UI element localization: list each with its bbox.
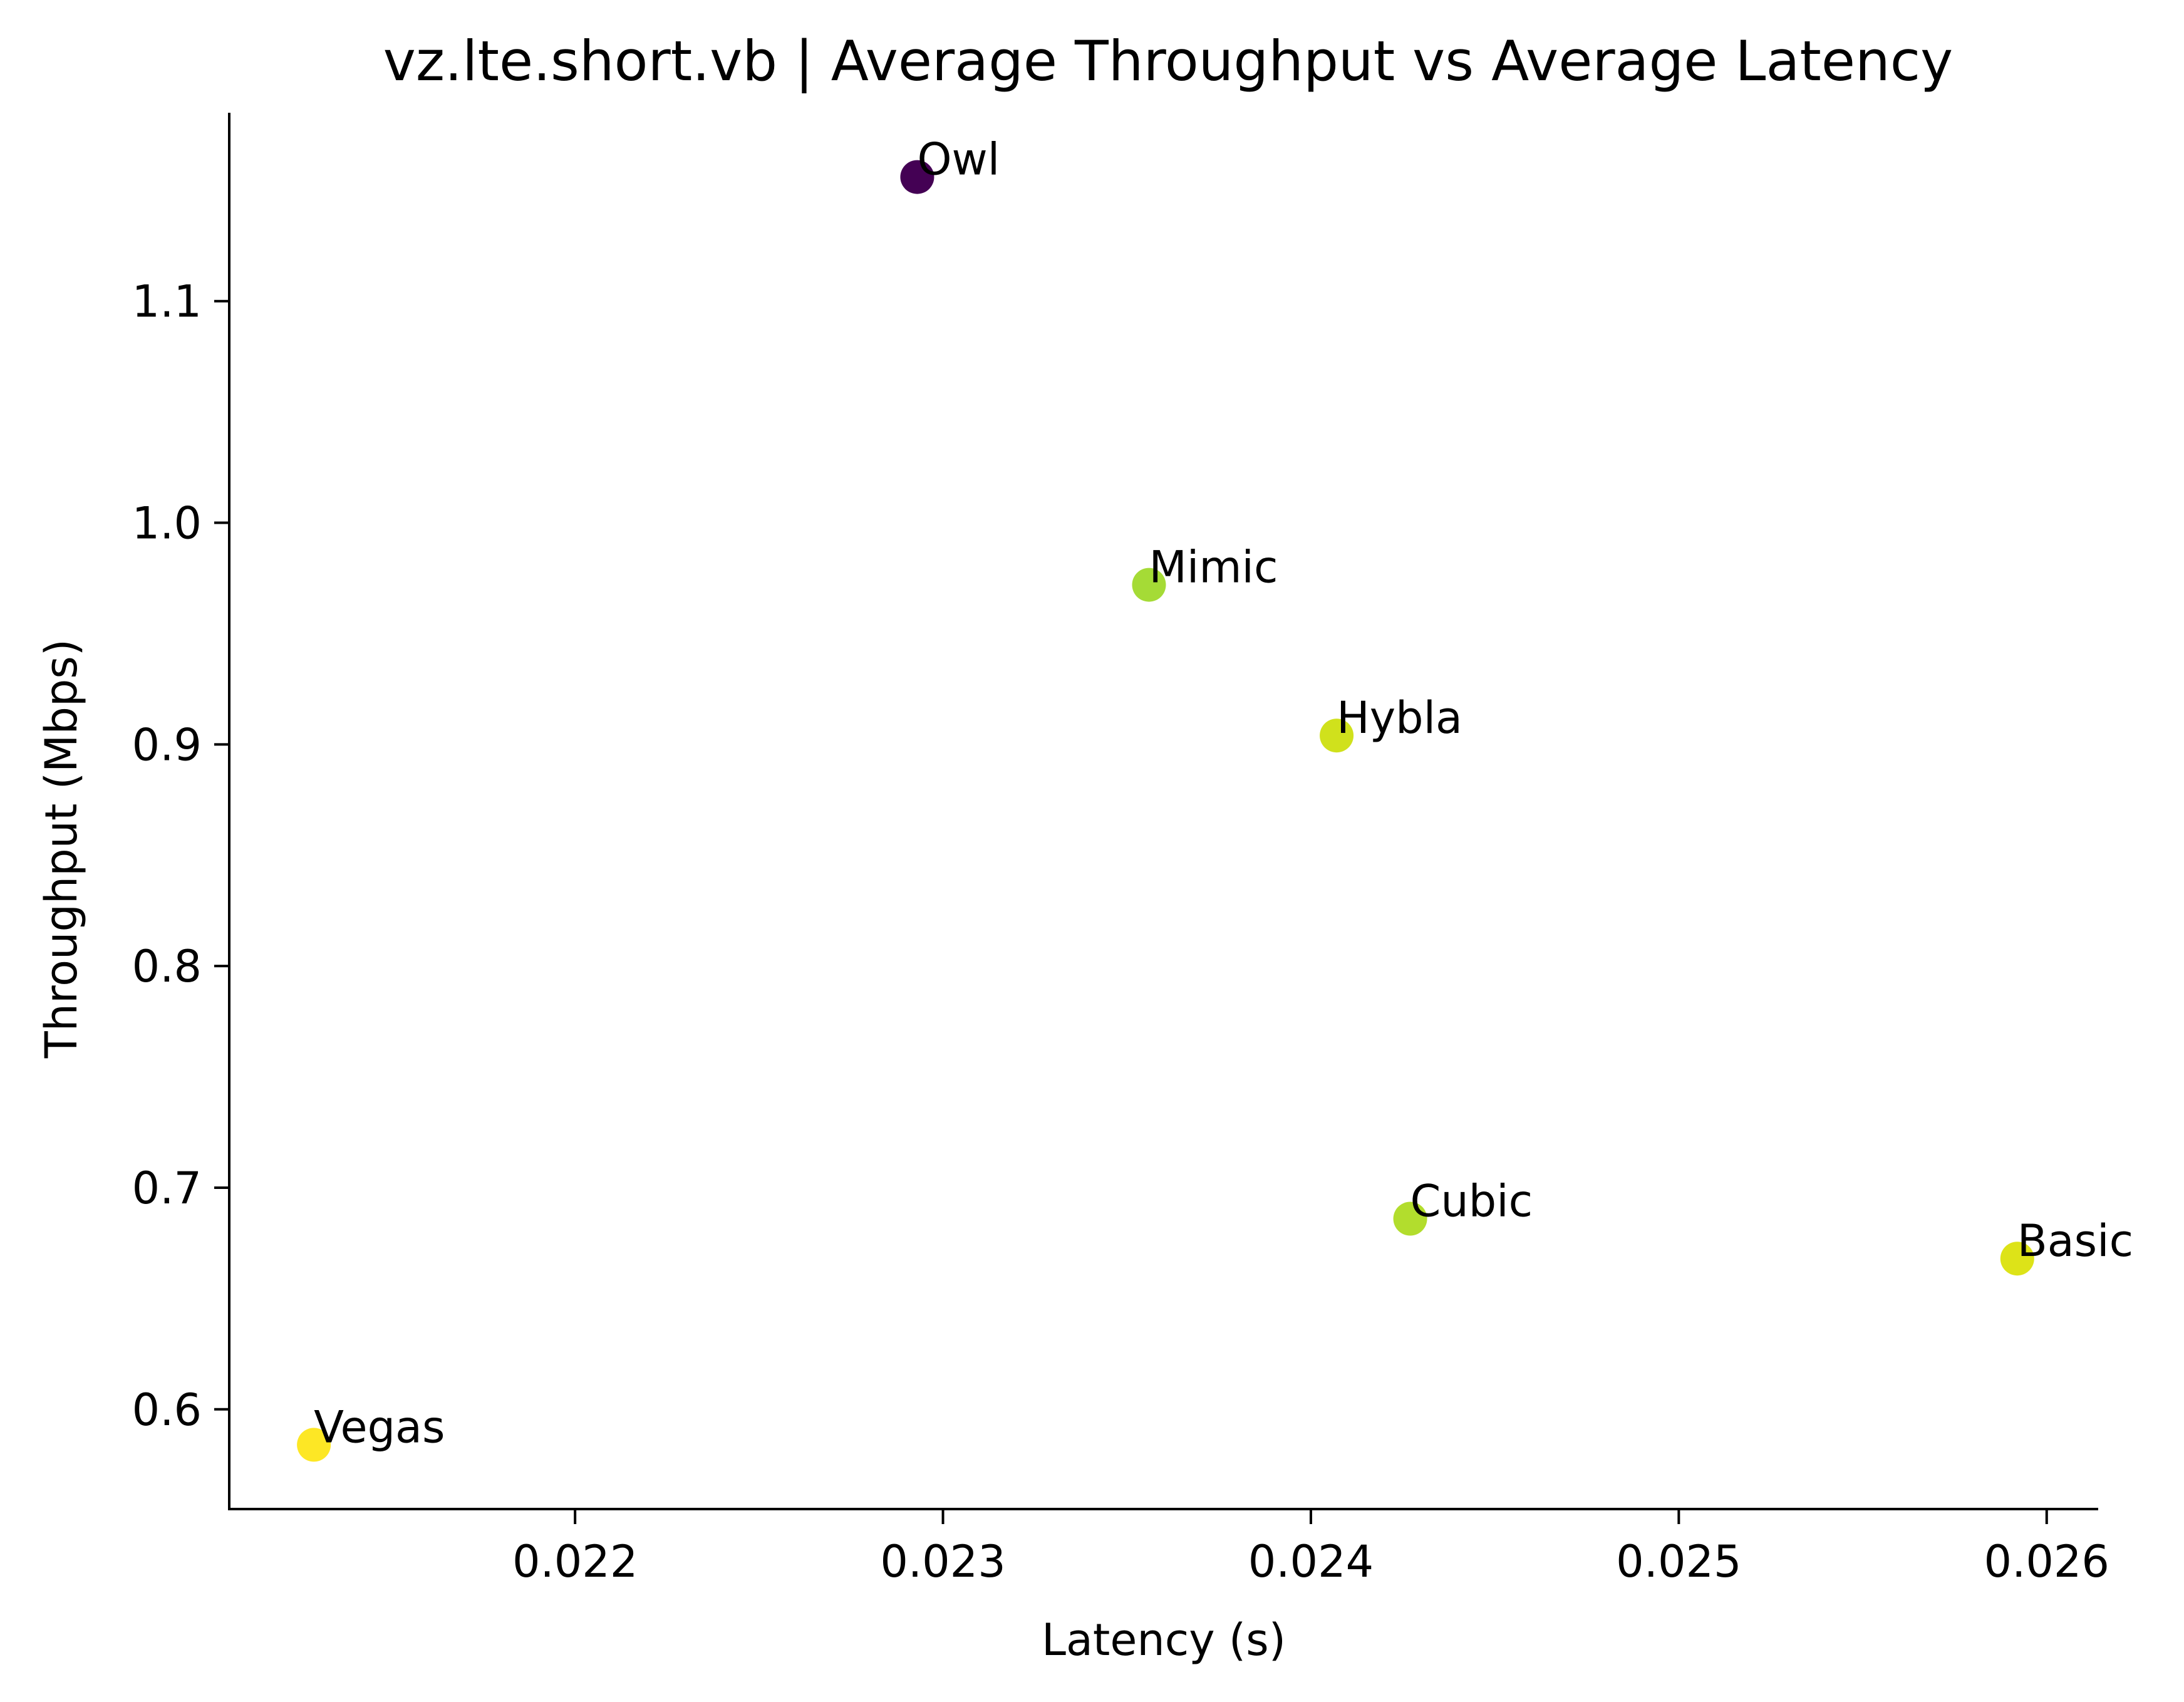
x-tick-label: 0.026 (1984, 1536, 2109, 1587)
y-tick-label: 1.1 (132, 276, 202, 328)
data-point-mimic (1132, 568, 1166, 602)
point-label-cubic: Cubic (1410, 1176, 1533, 1227)
y-tick-label: 0.8 (132, 941, 202, 992)
y-ticks: 0.6 0.7 0.8 0.9 1.0 1.1 (132, 276, 229, 1436)
axes (228, 113, 2098, 1510)
point-labels: Owl Mimic Hybla Cubic Basic Vegas (314, 134, 2133, 1453)
data-points (297, 160, 2034, 1462)
data-point-owl (900, 160, 934, 194)
y-tick-label: 0.7 (132, 1163, 202, 1214)
y-tick-label: 0.9 (132, 719, 202, 771)
x-tick-label: 0.022 (512, 1536, 638, 1587)
chart-title: vz.lte.short.vb | Average Throughput vs … (383, 29, 1954, 94)
x-axis-label: Latency (s) (1042, 1614, 1286, 1666)
x-tick-label: 0.025 (1616, 1536, 1741, 1587)
y-tick-label: 0.6 (132, 1384, 202, 1436)
x-tick-label: 0.023 (880, 1536, 1005, 1587)
data-point-cubic (1393, 1201, 1427, 1236)
x-ticks: 0.022 0.023 0.024 0.025 0.026 (512, 1509, 2109, 1587)
data-point-hybla (1320, 719, 1354, 753)
point-label-mimic: Mimic (1149, 542, 1278, 593)
point-label-basic: Basic (2017, 1215, 2133, 1267)
data-point-basic (2000, 1242, 2034, 1276)
y-axis-label: Throughput (Mbps) (36, 639, 87, 1059)
x-tick-label: 0.024 (1248, 1536, 1374, 1587)
y-tick-label: 1.0 (132, 498, 202, 549)
data-point-vegas (297, 1428, 331, 1462)
point-label-vegas: Vegas (314, 1401, 445, 1453)
point-label-hybla: Hybla (1337, 692, 1462, 744)
point-label-owl: Owl (917, 134, 1000, 185)
